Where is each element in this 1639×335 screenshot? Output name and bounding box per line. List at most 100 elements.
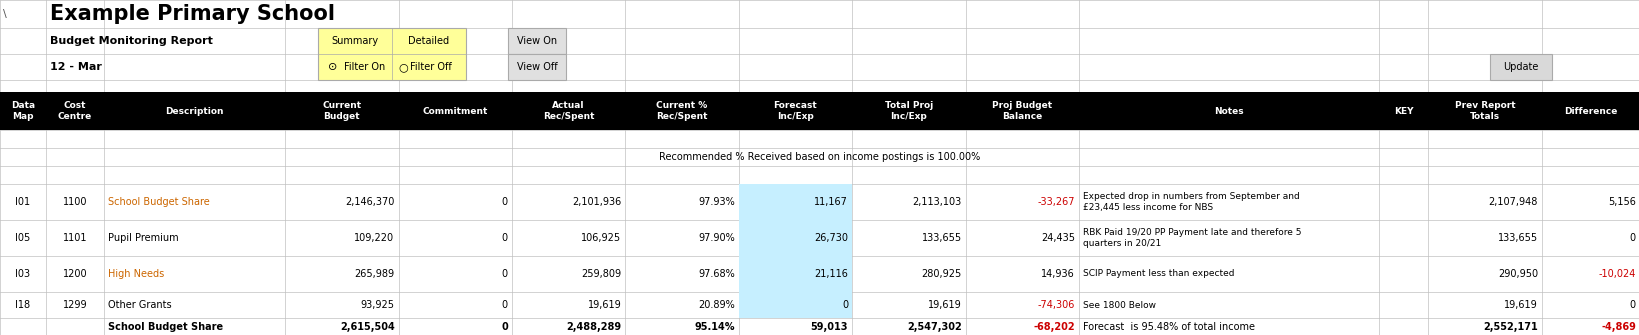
Bar xyxy=(0,92,1639,130)
Text: Other Grants: Other Grants xyxy=(108,300,172,310)
Text: 259,809: 259,809 xyxy=(580,269,621,279)
Text: Data
Map: Data Map xyxy=(11,101,34,121)
Bar xyxy=(738,220,852,256)
Text: 19,619: 19,619 xyxy=(928,300,960,310)
Text: 2,488,289: 2,488,289 xyxy=(565,322,621,332)
Text: 97.93%: 97.93% xyxy=(698,197,734,207)
Text: 14,936: 14,936 xyxy=(1041,269,1075,279)
Text: 2,101,936: 2,101,936 xyxy=(572,197,621,207)
Text: Forecast
Inc/Exp: Forecast Inc/Exp xyxy=(774,101,816,121)
Text: \: \ xyxy=(3,9,7,19)
Text: View On: View On xyxy=(516,36,557,46)
Text: School Budget Share: School Budget Share xyxy=(108,322,223,332)
Text: 109,220: 109,220 xyxy=(354,233,395,243)
Bar xyxy=(508,54,565,80)
Text: -33,267: -33,267 xyxy=(1037,197,1075,207)
Text: 95.14%: 95.14% xyxy=(693,322,734,332)
Text: 2,552,171: 2,552,171 xyxy=(1482,322,1537,332)
Text: Total Proj
Inc/Exp: Total Proj Inc/Exp xyxy=(883,101,933,121)
Text: I18: I18 xyxy=(15,300,31,310)
Text: RBK Paid 19/20 PP Payment late and therefore 5
quarters in 20/21: RBK Paid 19/20 PP Payment late and there… xyxy=(1082,228,1301,248)
Text: Actual
Rec/Spent: Actual Rec/Spent xyxy=(543,101,593,121)
Text: Expected drop in numbers from September and
£23,445 less income for NBS: Expected drop in numbers from September … xyxy=(1082,192,1300,212)
Text: High Needs: High Needs xyxy=(108,269,164,279)
Text: KEY: KEY xyxy=(1393,107,1413,116)
Text: 5,156: 5,156 xyxy=(1608,197,1636,207)
Text: School Budget Share: School Budget Share xyxy=(108,197,210,207)
Text: 0: 0 xyxy=(502,233,508,243)
Text: -68,202: -68,202 xyxy=(1033,322,1075,332)
Bar xyxy=(738,256,852,292)
Text: Example Primary School: Example Primary School xyxy=(49,4,334,24)
Text: 0: 0 xyxy=(1629,300,1636,310)
Text: 26,730: 26,730 xyxy=(813,233,847,243)
Bar xyxy=(508,28,565,54)
Text: 97.68%: 97.68% xyxy=(698,269,734,279)
Text: 59,013: 59,013 xyxy=(810,322,847,332)
Text: 133,655: 133,655 xyxy=(921,233,960,243)
Text: Filter On: Filter On xyxy=(344,62,385,72)
Bar xyxy=(738,292,852,318)
Text: 0: 0 xyxy=(502,300,508,310)
Text: 97.90%: 97.90% xyxy=(698,233,734,243)
Text: 2,107,948: 2,107,948 xyxy=(1488,197,1537,207)
Text: 1299: 1299 xyxy=(62,300,87,310)
Text: ○: ○ xyxy=(398,62,408,72)
Text: 265,989: 265,989 xyxy=(354,269,395,279)
Text: Cost
Centre: Cost Centre xyxy=(57,101,92,121)
Text: Filter Off: Filter Off xyxy=(410,62,451,72)
Text: 1100: 1100 xyxy=(62,197,87,207)
Bar xyxy=(1490,54,1550,80)
Text: I05: I05 xyxy=(15,233,31,243)
Text: Notes: Notes xyxy=(1214,107,1244,116)
Text: I03: I03 xyxy=(15,269,31,279)
Text: -74,306: -74,306 xyxy=(1037,300,1075,310)
Text: Pupil Premium: Pupil Premium xyxy=(108,233,179,243)
Text: 0: 0 xyxy=(1629,233,1636,243)
Text: 11,167: 11,167 xyxy=(815,197,847,207)
Text: 21,116: 21,116 xyxy=(815,269,847,279)
Text: 133,655: 133,655 xyxy=(1496,233,1537,243)
Text: See 1800 Below: See 1800 Below xyxy=(1082,300,1155,310)
Text: 2,615,504: 2,615,504 xyxy=(339,322,395,332)
Text: SCIP Payment less than expected: SCIP Payment less than expected xyxy=(1082,269,1234,278)
Text: Commitment: Commitment xyxy=(423,107,488,116)
Text: 24,435: 24,435 xyxy=(1041,233,1075,243)
Text: 0: 0 xyxy=(502,322,508,332)
Text: Detailed: Detailed xyxy=(408,36,449,46)
Text: 290,950: 290,950 xyxy=(1496,269,1537,279)
Text: Recommended % Received based on income postings is 100.00%: Recommended % Received based on income p… xyxy=(659,152,980,162)
Text: 20.89%: 20.89% xyxy=(698,300,734,310)
Text: Current
Budget: Current Budget xyxy=(321,101,361,121)
Text: -10,024: -10,024 xyxy=(1598,269,1636,279)
Text: View Off: View Off xyxy=(516,62,557,72)
Text: 12 - Mar: 12 - Mar xyxy=(49,62,102,72)
Text: Budget Monitoring Report: Budget Monitoring Report xyxy=(49,36,213,46)
Text: Proj Budget
Balance: Proj Budget Balance xyxy=(992,101,1052,121)
Text: Forecast  is 95.48% of total income: Forecast is 95.48% of total income xyxy=(1082,322,1254,332)
Text: 19,619: 19,619 xyxy=(1503,300,1537,310)
Text: 93,925: 93,925 xyxy=(361,300,395,310)
Bar xyxy=(738,184,852,220)
Text: 106,925: 106,925 xyxy=(580,233,621,243)
Text: Difference: Difference xyxy=(1564,107,1616,116)
Text: Description: Description xyxy=(166,107,225,116)
Text: 2,113,103: 2,113,103 xyxy=(911,197,960,207)
Text: 1200: 1200 xyxy=(62,269,87,279)
Text: 0: 0 xyxy=(841,300,847,310)
Text: 0: 0 xyxy=(502,197,508,207)
Bar xyxy=(318,28,465,80)
Text: I01: I01 xyxy=(15,197,31,207)
Text: ⊙: ⊙ xyxy=(328,62,338,72)
Text: 1101: 1101 xyxy=(62,233,87,243)
Text: 2,547,302: 2,547,302 xyxy=(906,322,960,332)
Text: 280,925: 280,925 xyxy=(921,269,960,279)
Text: Summary: Summary xyxy=(331,36,379,46)
Text: Current %
Rec/Spent: Current % Rec/Spent xyxy=(656,101,708,121)
Text: -4,869: -4,869 xyxy=(1600,322,1636,332)
Text: Update: Update xyxy=(1503,62,1537,72)
Text: Prev Report
Totals: Prev Report Totals xyxy=(1454,101,1514,121)
Text: 2,146,370: 2,146,370 xyxy=(344,197,395,207)
Text: 19,619: 19,619 xyxy=(587,300,621,310)
Text: 0: 0 xyxy=(502,269,508,279)
